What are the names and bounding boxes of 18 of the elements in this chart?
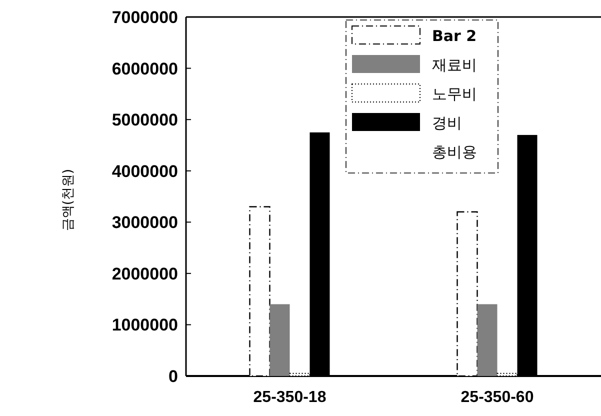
- legend-label: 재료비: [432, 56, 477, 74]
- y-axis-title: 금액(천원): [61, 168, 76, 232]
- legend-label: Bar 2: [432, 27, 477, 45]
- bar: [270, 304, 290, 376]
- y-tick-label: 0: [168, 367, 178, 386]
- y-tick-label: 2000000: [112, 264, 178, 284]
- y-tick-label: 1000000: [112, 316, 178, 335]
- text: 총비용: [432, 143, 477, 161]
- y-tick-label: 7000000: [112, 8, 178, 27]
- legend-label: 경비: [432, 114, 462, 132]
- y-tick-label: 4000000: [112, 162, 178, 181]
- y-tick-label: 3000000: [112, 213, 178, 232]
- legend-label: 노무비: [432, 85, 477, 103]
- bar: [477, 304, 498, 376]
- x-tick-label: 25-350-60: [460, 389, 534, 406]
- y-tick-label: 6000000: [112, 59, 178, 78]
- x-tick-label: 25-350-18: [253, 389, 326, 406]
- y-tick-label: 5000000: [112, 110, 178, 130]
